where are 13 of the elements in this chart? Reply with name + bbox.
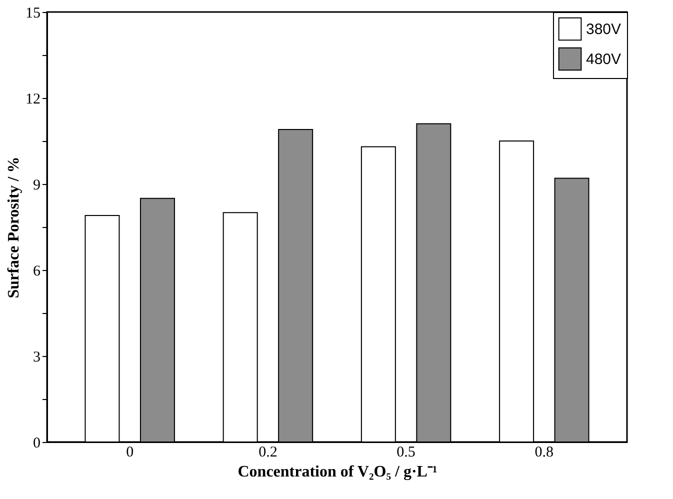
y-tick-label: 9 [33,178,40,194]
x-tick-label: 0 [126,444,134,460]
legend-label: 380V [586,21,622,38]
y-axis-title: Surface Porosity / % [6,156,22,298]
y-tick-label: 15 [26,6,40,22]
legend-label: 480V [586,51,622,68]
x-tick-label: 0.8 [534,444,554,460]
x-tick-label: 0.2 [258,444,278,460]
y-tick-label: 3 [33,350,40,366]
y-tick-label: 6 [33,264,41,280]
x-tick-label: 0.5 [396,444,416,460]
y-tick-label: 12 [26,92,40,108]
x-axis-title: Concentration of V₂O₅ / g·L⁻¹ [238,464,438,480]
